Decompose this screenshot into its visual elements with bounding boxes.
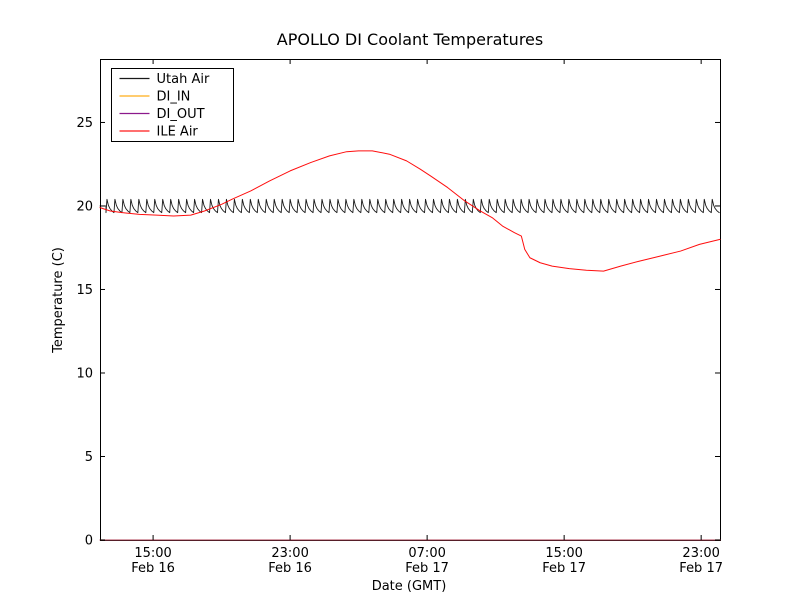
x-tick-date-label: Feb 16 bbox=[131, 561, 175, 576]
x-tick-date-label: Feb 16 bbox=[268, 561, 312, 576]
series-utah-air-line bbox=[99, 198, 720, 214]
x-tick-time-label: 15:00 bbox=[545, 546, 582, 561]
x-tick-time-label: 23:00 bbox=[271, 546, 308, 561]
chart-title: APOLLO DI Coolant Temperatures bbox=[277, 30, 543, 49]
y-tick-label: 15 bbox=[76, 283, 93, 298]
y-tick-label: 0 bbox=[85, 534, 93, 549]
x-axis-label: Date (GMT) bbox=[372, 579, 447, 594]
x-tick-date-label: Feb 17 bbox=[405, 561, 449, 576]
x-tick-date-label: Feb 17 bbox=[679, 561, 723, 576]
legend-label-ile-air: ILE Air bbox=[157, 125, 199, 140]
y-tick-label: 10 bbox=[76, 366, 93, 381]
x-tick-date-label: Feb 17 bbox=[542, 561, 586, 576]
x-tick-time-label: 07:00 bbox=[408, 546, 445, 561]
x-tick-time-label: 23:00 bbox=[682, 546, 719, 561]
y-tick-label: 5 bbox=[85, 450, 93, 465]
legend-label-di-in: DI_IN bbox=[157, 90, 191, 105]
legend-label-di-out: DI_OUT bbox=[157, 107, 205, 122]
legend-box bbox=[111, 68, 234, 142]
series-layer bbox=[99, 150, 721, 541]
legend: Utah Air DI_IN DI_OUT ILE Air bbox=[111, 68, 234, 142]
y-axis-label: Temperature (C) bbox=[51, 247, 66, 354]
series-ile-air-line bbox=[99, 150, 721, 272]
legend-label-utah-air: Utah Air bbox=[157, 72, 210, 87]
x-tick-time-label: 15:00 bbox=[134, 546, 171, 561]
y-tick-label: 20 bbox=[76, 199, 93, 214]
y-tick-label: 25 bbox=[76, 116, 93, 131]
